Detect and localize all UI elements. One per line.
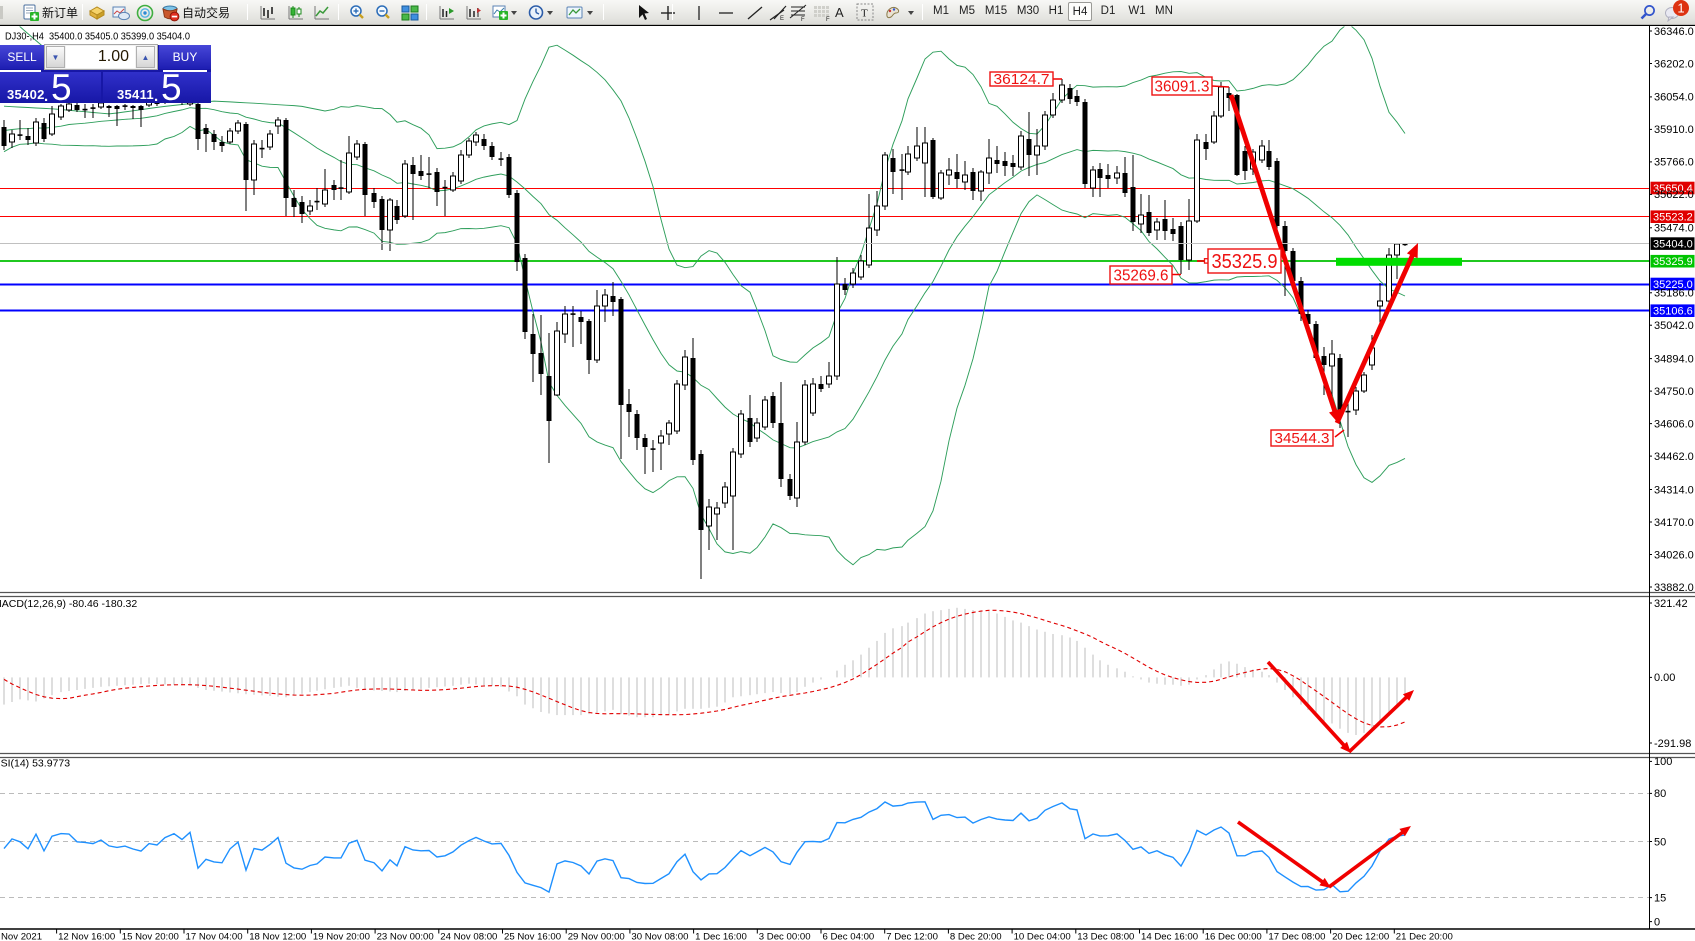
- svg-text:34462.0: 34462.0: [1654, 451, 1694, 463]
- svg-text:35042.0: 35042.0: [1654, 320, 1694, 332]
- svg-text:35910.0: 35910.0: [1654, 124, 1694, 136]
- svg-text:35650.4: 35650.4: [1653, 183, 1693, 195]
- svg-text:14 Dec 16:00: 14 Dec 16:00: [1141, 932, 1198, 941]
- svg-text:321.42: 321.42: [1654, 598, 1688, 610]
- svg-text:36054.0: 36054.0: [1654, 92, 1694, 104]
- svg-text:8 Dec 20:00: 8 Dec 20:00: [950, 932, 1002, 941]
- svg-text:MACD(12,26,9) -80.46 -180.32: MACD(12,26,9) -80.46 -180.32: [0, 598, 137, 610]
- svg-text:E: E: [780, 16, 784, 22]
- svg-text:36346.0: 36346.0: [1654, 26, 1694, 38]
- svg-text:17 Nov 04:00: 17 Nov 04:00: [186, 932, 243, 941]
- svg-text:6 Dec 04:00: 6 Dec 04:00: [823, 932, 875, 941]
- svg-text:35186.0: 35186.0: [1654, 288, 1694, 300]
- svg-text:35523.2: 35523.2: [1653, 212, 1693, 224]
- svg-text:35269.6: 35269.6: [1114, 267, 1169, 284]
- svg-text:35106.6: 35106.6: [1653, 306, 1693, 318]
- svg-text:F: F: [826, 17, 830, 22]
- svg-text:34894.0: 34894.0: [1654, 353, 1694, 365]
- svg-text:21 Dec 20:00: 21 Dec 20:00: [1396, 932, 1453, 941]
- svg-text:36124.7: 36124.7: [994, 72, 1050, 88]
- svg-text:34026.0: 34026.0: [1654, 549, 1694, 561]
- svg-text:7 Dec 12:00: 7 Dec 12:00: [886, 932, 938, 941]
- svg-text:17 Dec 08:00: 17 Dec 08:00: [1268, 932, 1325, 941]
- svg-text:35404.0: 35404.0: [1653, 238, 1693, 250]
- svg-text:15 Nov 20:00: 15 Nov 20:00: [122, 932, 179, 941]
- svg-text:0.00: 0.00: [1654, 672, 1675, 684]
- svg-text:33882.0: 33882.0: [1654, 582, 1694, 594]
- svg-text:3 Dec 00:00: 3 Dec 00:00: [759, 932, 811, 941]
- svg-text:15: 15: [1654, 892, 1666, 904]
- svg-text:34750.0: 34750.0: [1654, 386, 1694, 398]
- svg-text:25 Nov 16:00: 25 Nov 16:00: [504, 932, 561, 941]
- svg-text:35325.9: 35325.9: [1212, 251, 1278, 273]
- svg-text:-291.98: -291.98: [1654, 738, 1691, 750]
- svg-text:12 Nov 16:00: 12 Nov 16:00: [58, 932, 115, 941]
- svg-text:34606.0: 34606.0: [1654, 418, 1694, 430]
- svg-text:29 Nov 00:00: 29 Nov 00:00: [568, 932, 625, 941]
- svg-text:36202.0: 36202.0: [1654, 58, 1694, 70]
- svg-text:19 Nov 20:00: 19 Nov 20:00: [313, 932, 370, 941]
- svg-text:24 Nov 08:00: 24 Nov 08:00: [440, 932, 497, 941]
- svg-text:35622.0: 35622.0: [1654, 189, 1694, 201]
- svg-text:DJ30-,H4 35400.0 35405.0 3539: DJ30-,H4 35400.0 35405.0 35399.0 35404.0: [5, 32, 190, 43]
- svg-text:35766.0: 35766.0: [1654, 157, 1694, 169]
- svg-text:35474.0: 35474.0: [1654, 223, 1694, 235]
- svg-text:1: 1: [1677, 1, 1684, 16]
- svg-text:1 Dec 16:00: 1 Dec 16:00: [695, 932, 747, 941]
- svg-text:18 Nov 12:00: 18 Nov 12:00: [249, 932, 306, 941]
- svg-text:F: F: [801, 17, 805, 22]
- svg-text:T: T: [861, 8, 868, 20]
- svg-text:35225.0: 35225.0: [1653, 279, 1693, 291]
- svg-text:36091.3: 36091.3: [1155, 78, 1210, 95]
- svg-text:50: 50: [1654, 836, 1666, 848]
- svg-text:20 Dec 12:00: 20 Dec 12:00: [1332, 932, 1389, 941]
- svg-text:100: 100: [1654, 756, 1672, 768]
- svg-text:RSI(14) 53.9773: RSI(14) 53.9773: [0, 758, 70, 770]
- svg-text:35325.9: 35325.9: [1653, 256, 1693, 268]
- svg-text:13 Dec 08:00: 13 Dec 08:00: [1077, 932, 1134, 941]
- svg-text:34314.0: 34314.0: [1654, 484, 1694, 496]
- svg-text:34544.3: 34544.3: [1275, 430, 1330, 447]
- svg-text:23 Nov 00:00: 23 Nov 00:00: [377, 932, 434, 941]
- svg-text:0: 0: [1654, 916, 1660, 928]
- svg-text:30 Nov 08:00: 30 Nov 08:00: [631, 932, 688, 941]
- svg-text:10 Dec 04:00: 10 Dec 04:00: [1014, 932, 1071, 941]
- svg-text:16 Dec 00:00: 16 Dec 00:00: [1205, 932, 1262, 941]
- svg-text:34170.0: 34170.0: [1654, 517, 1694, 529]
- svg-text:80: 80: [1654, 788, 1666, 800]
- svg-text:Nov 2021: Nov 2021: [1, 932, 42, 941]
